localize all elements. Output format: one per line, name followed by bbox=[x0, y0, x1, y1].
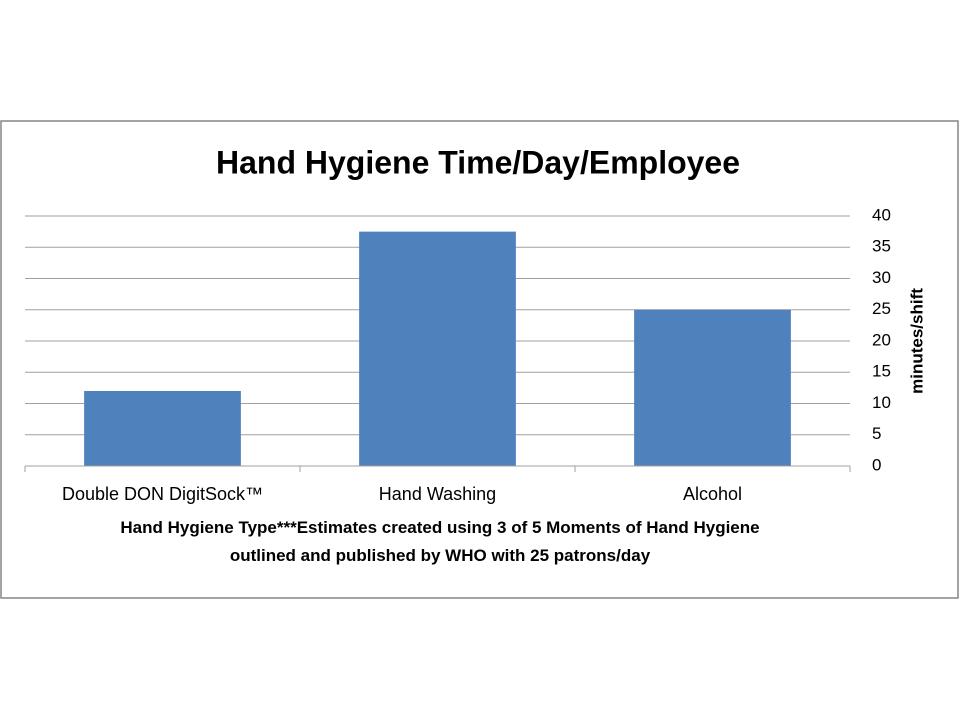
bar bbox=[84, 391, 241, 466]
y-tick-label: 5 bbox=[872, 424, 881, 443]
x-tick-label: Hand Washing bbox=[379, 484, 496, 504]
y-tick-label: 25 bbox=[872, 299, 891, 318]
chart-title: Hand Hygiene Time/Day/Employee bbox=[216, 144, 740, 180]
y-tick-label: 30 bbox=[872, 268, 891, 287]
y-tick-label: 35 bbox=[872, 237, 891, 256]
y-tick-label: 10 bbox=[872, 393, 891, 412]
y-tick-label: 0 bbox=[872, 455, 881, 474]
x-tick-label: Double DON DigitSock™ bbox=[62, 484, 263, 504]
x-tick-label: Alcohol bbox=[683, 484, 742, 504]
y-tick-label: 20 bbox=[872, 330, 891, 349]
y-tick-label: 15 bbox=[872, 362, 891, 381]
bar bbox=[359, 231, 516, 466]
x-axis-label: Hand Hygiene Type***Estimates created us… bbox=[120, 518, 760, 565]
y-axis-label: minutes/shift bbox=[907, 288, 926, 394]
y-tick-label: 40 bbox=[872, 205, 891, 224]
bar bbox=[634, 309, 791, 466]
